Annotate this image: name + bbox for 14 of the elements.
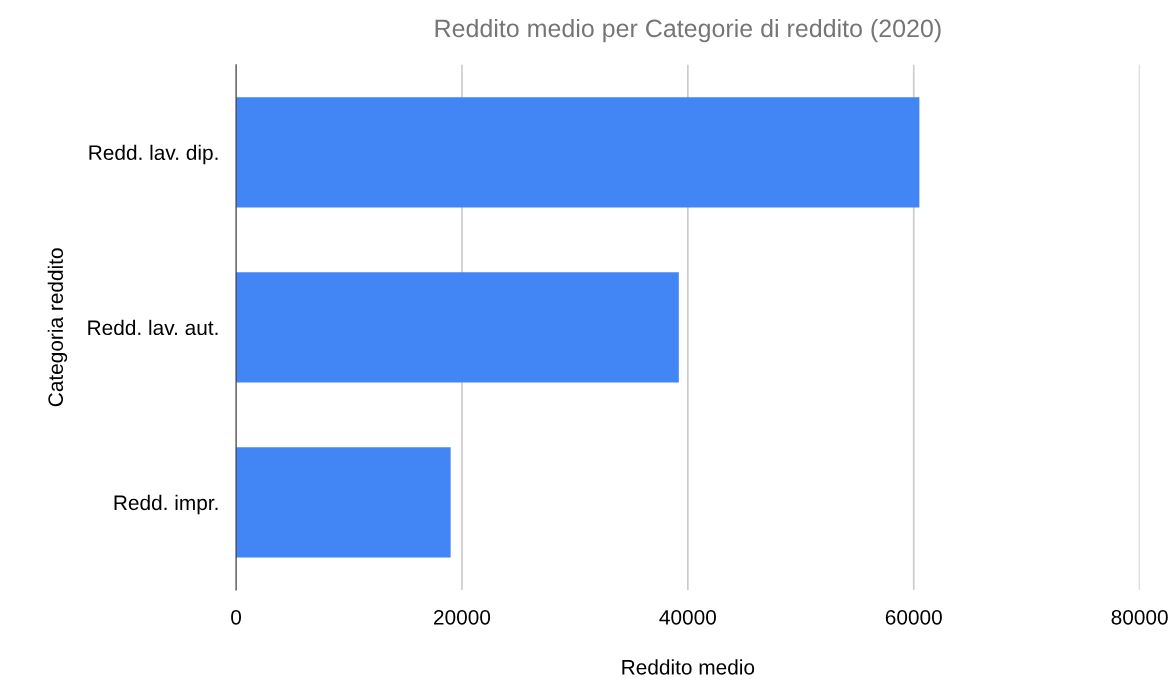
x-tick-label: 20000 (434, 609, 491, 625)
x-tick-label: 0 (231, 609, 242, 625)
x-tick-label: 80000 (1111, 609, 1168, 625)
y-axis-title: Categoria reddito (47, 248, 68, 407)
x-tick-label: 60000 (885, 609, 942, 625)
y-tick-label: Redd. impr. (114, 494, 218, 515)
chart-title: Reddito medio per Categorie di reddito (2020) (435, 18, 941, 43)
y-tick-label: Redd. lav. dip. (89, 144, 218, 165)
x-tick-label: 40000 (659, 609, 716, 625)
bar (236, 97, 920, 208)
bar (236, 272, 679, 383)
bar (236, 447, 451, 558)
x-axis-title: Reddito medio (622, 659, 755, 675)
y-tick-label: Redd. lav. aut. (88, 319, 218, 336)
